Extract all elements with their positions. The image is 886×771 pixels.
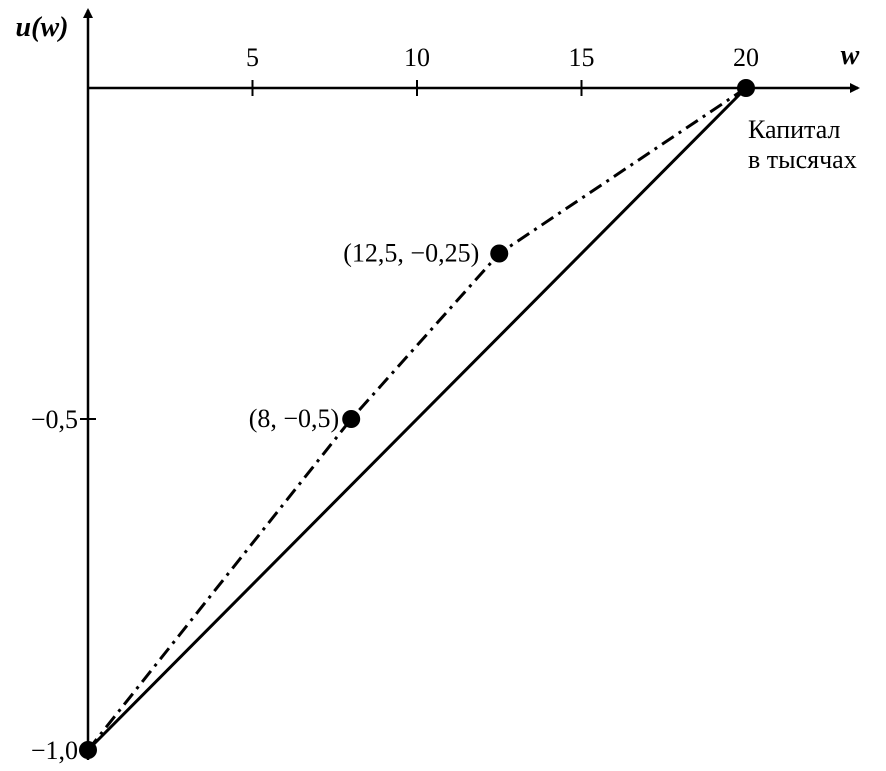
x-tick-label-5: 5 bbox=[246, 43, 259, 72]
x-axis-label: w bbox=[841, 40, 860, 71]
y-axis-label: u(w) bbox=[16, 12, 69, 43]
axis-annotation-line-0: Капитал bbox=[748, 115, 840, 144]
x-tick-label-20: 20 bbox=[733, 43, 759, 72]
solid-line bbox=[86, 86, 748, 752]
y-tick-label-1: −1,0 bbox=[31, 736, 78, 765]
data-point-3 bbox=[737, 79, 755, 97]
data-point-2 bbox=[490, 244, 509, 263]
x-tick-label-10: 10 bbox=[404, 43, 430, 72]
axes bbox=[80, 8, 860, 760]
data-point-label-1: (8, −0,5) bbox=[249, 404, 339, 433]
data-point-label-2: (12,5, −0,25) bbox=[343, 239, 479, 268]
series-layer bbox=[86, 86, 748, 752]
points-layer bbox=[79, 79, 755, 759]
dash-dot-line bbox=[86, 86, 747, 751]
x-tick-label-15: 15 bbox=[569, 43, 595, 72]
axis-annotation-line-1: в тысячах bbox=[748, 145, 857, 174]
y-tick-label-0: −0,5 bbox=[31, 405, 78, 434]
data-point-0 bbox=[79, 741, 97, 759]
data-point-1 bbox=[342, 410, 361, 428]
